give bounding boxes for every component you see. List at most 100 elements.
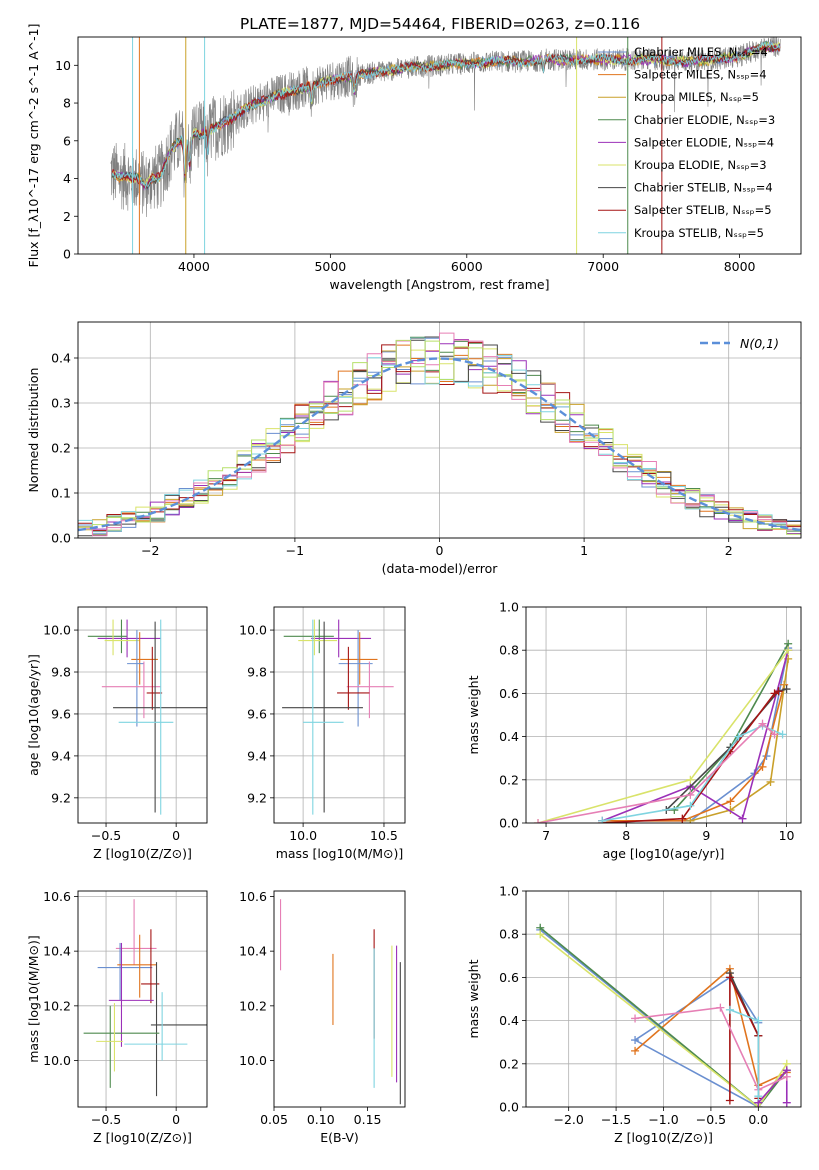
error-bar-point [340, 632, 378, 685]
y-tick-label: 0.8 [499, 643, 519, 658]
mass-weight-line [690, 658, 789, 822]
mass-weight-marker [766, 777, 775, 786]
x-axis-label: E(B-V) [320, 1130, 359, 1145]
plot-area-spectrum [110, 37, 781, 254]
plot-area-age_vs_mass [282, 619, 394, 815]
mass-weight-line [601, 649, 789, 822]
plot-area-residuals [78, 332, 801, 537]
y-axis-label: mass [log10(M/M⊙)] [26, 935, 41, 1063]
y-tick-label: 0.1 [51, 486, 71, 501]
y-tick-label: 0.6 [499, 686, 519, 701]
axes-spectrum: 4000 5000 6000 7000 8000 0 2 4 6 8 10 wavelength [A… [26, 24, 802, 292]
mass-weight-marker [770, 730, 779, 739]
plot-area-mass_vs_Z [83, 899, 207, 1097]
axes-frame [77, 890, 208, 1108]
plot-area-weight_vs_Z [536, 923, 791, 1107]
mass-weight-marker [758, 762, 767, 771]
error-bar-point [282, 621, 363, 813]
error-bar-point [337, 646, 370, 710]
x-tick-label: 10.5 [370, 828, 398, 843]
x-tick-label: 10 [779, 828, 795, 843]
x-axis-label: Z [log10(Z/Z⊙)] [614, 1130, 713, 1145]
mass-weight-marker [754, 1092, 763, 1101]
y-tick-label: 0.4 [499, 729, 519, 744]
axes-frame [525, 606, 802, 824]
error-bar-point [96, 1003, 123, 1072]
x-tick-label: 2 [725, 543, 733, 558]
y-tick-label: 0.0 [51, 531, 71, 546]
mass-weight-marker [758, 719, 767, 728]
y-tick-label: 9.2 [51, 790, 71, 805]
x-tick-label: −0.5 [696, 1112, 726, 1127]
mass-weight-marker [734, 732, 743, 741]
axes-frame [77, 606, 208, 824]
legend-label: Kroupa STELIB, Nₛₛₚ=5 [634, 226, 764, 240]
error-bar-point [303, 619, 344, 815]
y-tick-label: 10.6 [239, 889, 267, 904]
mass-weight-marker [725, 1005, 734, 1014]
y-tick-label: 10.4 [43, 944, 71, 959]
y-tick-label: 0.8 [499, 927, 519, 942]
y-tick-label: 10 [55, 58, 71, 73]
mass-weight-marker [670, 806, 679, 815]
y-axis-label: mass weight [466, 959, 481, 1038]
y-axis-label: mass weight [466, 675, 481, 754]
x-tick-label: 0 [436, 543, 444, 558]
mass-weight-line [757, 1068, 788, 1104]
mass-weight-marker [686, 790, 695, 799]
mass-weight-marker [631, 1014, 640, 1023]
mass-weight-marker [774, 687, 783, 696]
mass-weight-marker [725, 973, 734, 982]
axes-residuals: −2 −1 0 1 2 0.0 0.1 0.2 0.3 0.4 (data-model)/error… [26, 321, 802, 576]
y-tick-label: 9.4 [51, 748, 71, 763]
mass-weight-line [602, 647, 789, 822]
axes-mass_vs_ebv: 0.05 0.10 0.15 10.0 10.2 10.4 10.6 E(B-V) [239, 889, 406, 1145]
x-axis-label: Z [log10(Z/Z⊙)] [93, 846, 192, 861]
axes-weight_vs_age: 7 8 9 10 0.0 0.2 0.4 0.6 0.8 1.0 age [log10(age/yr… [466, 600, 802, 861]
x-tick-label: 5000 [314, 259, 346, 274]
y-tick-label: 10.0 [239, 1053, 267, 1068]
error-bar-point [338, 630, 373, 727]
mass-weight-marker [778, 730, 787, 739]
error-bar-point [131, 632, 158, 685]
x-tick-label: 8000 [724, 259, 756, 274]
error-bar-point [283, 619, 334, 654]
x-axis-label: (data-model)/error [382, 561, 499, 576]
figure-title: PLATE=1877, MJD=54464, FIBERID=0263, z=0… [240, 15, 640, 33]
error-bar-point [127, 630, 144, 727]
mass-weight-marker [686, 816, 695, 823]
y-tick-label: 0.2 [499, 772, 519, 787]
axes-weight_vs_Z: −2.0 −1.5 −1.0 −0.5 0.0 0.0 0.2 0.4 0.6 0.8 1.0 Z [… [466, 884, 802, 1145]
mass-weight-marker [726, 797, 735, 806]
y-tick-label: 10.2 [43, 998, 71, 1013]
x-tick-label: 0.0 [748, 1112, 768, 1127]
x-tick-label: −1.5 [601, 1112, 631, 1127]
mass-weight-line [539, 933, 788, 1107]
mass-weight-marker [678, 814, 687, 823]
x-tick-label: 0 [172, 1112, 180, 1127]
x-tick-label: 0 [172, 828, 180, 843]
error-bar-point [101, 661, 161, 719]
mass-weight-marker [598, 816, 607, 823]
mass-weight-line [537, 722, 776, 823]
y-tick-label: 0.4 [51, 351, 71, 366]
y-tick-label: 1.0 [499, 600, 519, 615]
x-tick-label: 10.0 [289, 828, 317, 843]
mass-weight-marker [738, 814, 747, 823]
residual-histogram [78, 339, 801, 535]
y-tick-label: 0 [63, 247, 71, 262]
axes-frame [273, 890, 406, 1108]
x-tick-label: −0.5 [91, 828, 121, 843]
error-bar-point [346, 661, 394, 719]
mass-weight-marker [754, 1016, 763, 1025]
y-tick-label: 6 [63, 133, 71, 148]
legend-label: Salpeter STELIB, Nₛₛₚ=5 [634, 203, 772, 217]
mass-weight-line [729, 1009, 760, 1097]
error-bar-point [311, 619, 372, 658]
x-axis-label: age [log10(age/yr)] [603, 846, 725, 861]
error-bar-point [108, 942, 154, 1047]
legend-label: Chabrier MILES, Nₛₛₚ=4 [634, 45, 768, 59]
error-bar-point [113, 621, 207, 813]
y-tick-label: 0.6 [499, 970, 519, 985]
axes-mass_vs_Z: −0.5 0 10.0 10.2 10.4 10.6 Z [log10(Z/Z⊙)] mass… [26, 889, 208, 1145]
